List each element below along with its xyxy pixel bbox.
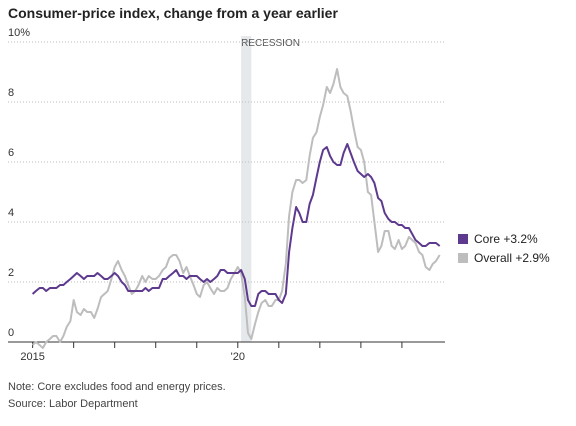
legend-swatch: [458, 234, 468, 244]
source: Source: Labor Department: [8, 398, 138, 410]
legend-label: Overall +2.9%: [474, 251, 550, 265]
chart-title: Consumer-price index, change from a year…: [8, 5, 338, 21]
y-tick-label: 10%: [8, 27, 30, 39]
y-tick-label: 0: [8, 327, 14, 339]
recession-label: RECESSION: [241, 38, 300, 49]
legend-label: Core +3.2%: [474, 232, 538, 246]
y-tick-label: 8: [8, 87, 14, 99]
x-tick-label: '20: [231, 351, 245, 363]
series-line: [31, 143, 441, 307]
legend-swatch: [458, 253, 468, 263]
series-line: [31, 68, 441, 349]
recession-band: [241, 36, 252, 342]
x-tick-label: 2015: [20, 351, 44, 363]
note: Note: Core excludes food and energy pric…: [8, 381, 226, 393]
y-tick-label: 4: [8, 207, 14, 219]
y-tick-label: 6: [8, 147, 14, 159]
y-tick-label: 2: [8, 267, 14, 279]
